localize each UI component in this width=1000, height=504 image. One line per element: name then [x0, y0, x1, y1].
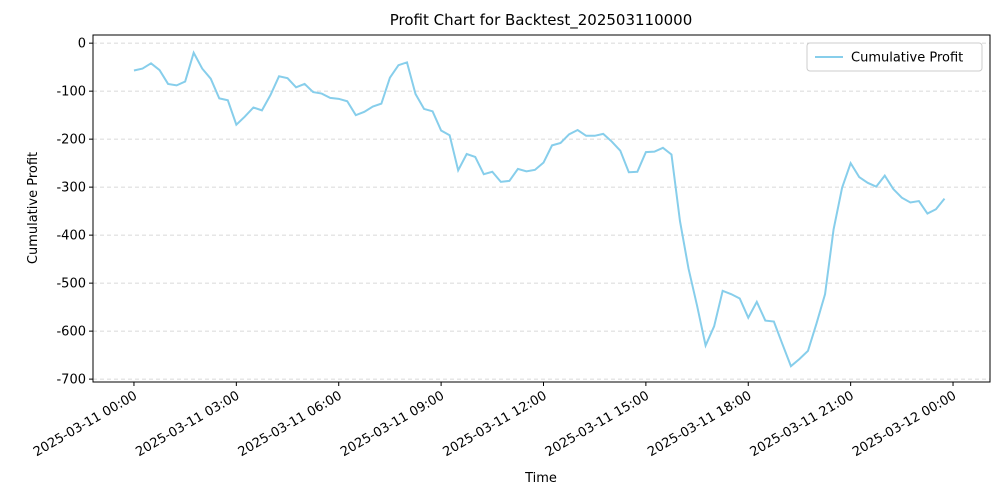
x-tick-label: 2025-03-11 03:00 — [133, 388, 242, 460]
x-tick-label: 2025-03-11 18:00 — [645, 388, 754, 460]
x-axis-label: Time — [524, 471, 557, 486]
x-tick-label: 2025-03-11 15:00 — [543, 388, 652, 460]
x-tick-label: 2025-03-11 09:00 — [338, 388, 447, 460]
y-tick-label: -400 — [56, 229, 86, 244]
plot-frame — [92, 34, 991, 383]
legend-label: Cumulative Profit — [851, 51, 963, 66]
y-tick-label: -300 — [56, 181, 86, 196]
y-tick-label: 0 — [78, 37, 86, 52]
y-tick-label: -500 — [56, 277, 86, 292]
x-tick-label: 2025-03-12 00:00 — [850, 388, 959, 460]
y-tick-label: -700 — [56, 373, 86, 388]
x-tick-label: 2025-03-11 00:00 — [31, 388, 140, 460]
chart-title: Profit Chart for Backtest_202503110000 — [390, 11, 693, 30]
y-tick-label: -200 — [56, 133, 86, 148]
y-tick-label: -100 — [56, 85, 86, 100]
x-tick-label: 2025-03-11 12:00 — [441, 388, 550, 460]
x-tick-label: 2025-03-11 21:00 — [748, 388, 857, 460]
y-tick-label: -600 — [56, 325, 86, 340]
y-axis-label: Cumulative Profit — [26, 152, 41, 264]
x-tick-label: 2025-03-11 06:00 — [236, 388, 345, 460]
legend-box — [806, 42, 983, 72]
data-line — [133, 50, 946, 368]
